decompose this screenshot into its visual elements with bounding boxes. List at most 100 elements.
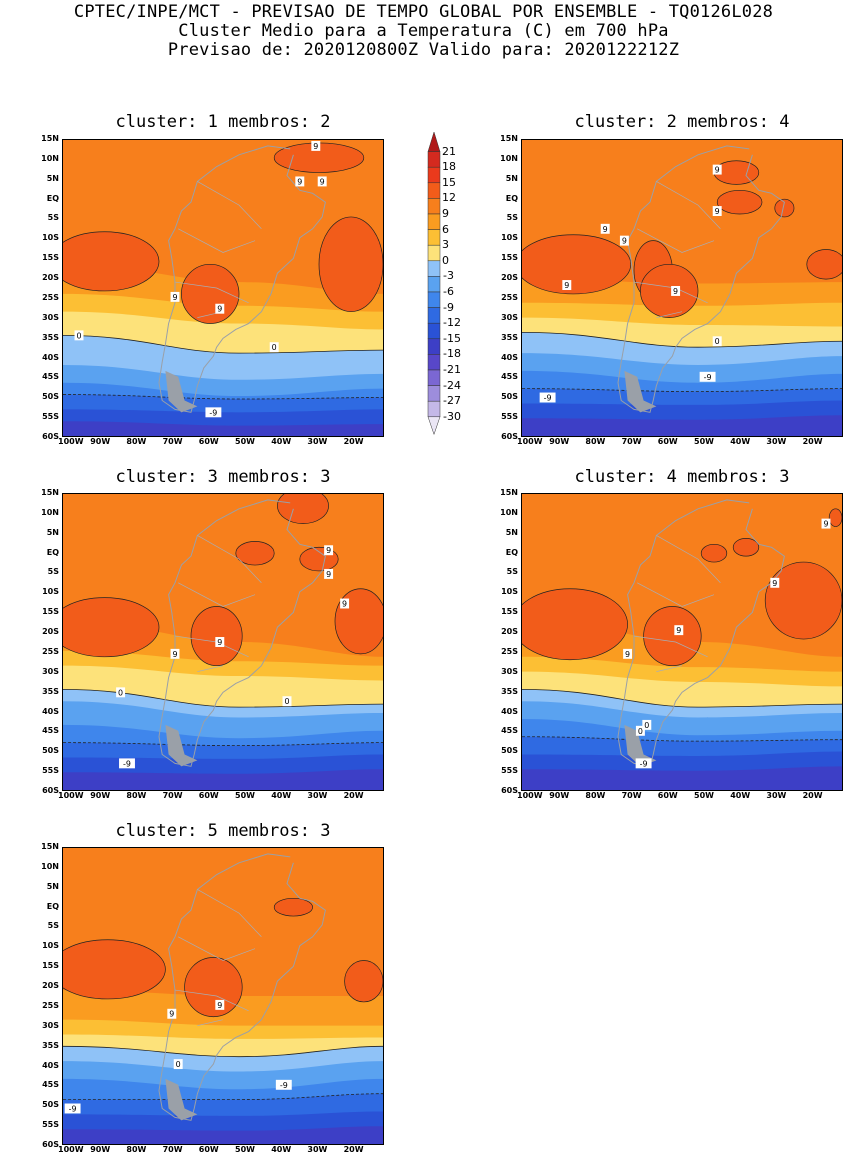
contour-label: 0 <box>712 336 722 346</box>
lon-tick-label: 30W <box>766 437 787 446</box>
contour-label: 9 <box>674 625 684 635</box>
lat-tick-label: 50S <box>501 746 518 756</box>
coastline <box>158 853 326 1121</box>
colorbar-swatch <box>427 132 441 152</box>
lat-tick-label: 45S <box>42 372 59 382</box>
contour-label-text: -9 <box>123 759 131 768</box>
contour-0 <box>522 688 842 708</box>
lon-tick-label: 40W <box>730 437 751 446</box>
contour-label-text: 9 <box>217 638 222 647</box>
lat-tick-label: 5N <box>46 527 59 537</box>
country-border <box>197 889 262 938</box>
colorbar-swatch <box>427 213 441 230</box>
colorbar-label: 9 <box>442 207 449 220</box>
coastline <box>617 145 785 413</box>
colorbar-label: -27 <box>443 394 461 408</box>
lat-tick-label: 60S <box>501 432 518 441</box>
lat-tick-label: 50S <box>42 1100 59 1110</box>
panel-5-title: cluster: 5 membros: 3 <box>115 821 331 841</box>
lon-tick-label: 50W <box>235 791 255 800</box>
warm-region-above-9 <box>522 234 632 295</box>
lat-tick-label: 55S <box>501 766 518 776</box>
contour-label-text: 9 <box>715 166 720 175</box>
contour-label: 9 <box>619 235 629 246</box>
warm-region-above-9 <box>277 494 329 524</box>
lat-tick-label: 45S <box>501 372 518 382</box>
lat-tick-label: EQ <box>46 547 59 557</box>
lat-tick-label: 5S <box>506 213 518 223</box>
panel-5-map: 9 9 0 -9 -9 <box>62 847 384 1145</box>
country-border <box>197 1019 224 1026</box>
contour-label-text: 9 <box>715 207 720 216</box>
temperature-band <box>522 766 842 790</box>
lat-tick-label: 5N <box>46 881 59 891</box>
patagonia-land <box>165 1078 198 1121</box>
warm-region-above-9 <box>774 198 795 218</box>
lat-tick-label: 5S <box>47 567 59 577</box>
country-border <box>656 535 721 584</box>
colorbar-label: -30 <box>443 409 461 423</box>
contour-label-text: 9 <box>297 177 302 186</box>
lat-tick-label: 15N <box>41 488 59 497</box>
lon-tick-label: 20W <box>343 1145 364 1154</box>
lon-tick-label: 80W <box>126 1145 147 1154</box>
warm-region-above-9 <box>344 960 383 1003</box>
lat-tick-label: 15S <box>42 253 59 263</box>
lon-tick-label: 70W <box>621 437 642 446</box>
contour-label-text: 0 <box>644 721 649 730</box>
lat-tick-label: 35S <box>42 686 59 696</box>
contour-label-text: 9 <box>326 546 331 555</box>
lon-tick-label: 30W <box>307 791 328 800</box>
colorbar-label: -15 <box>443 331 461 345</box>
lat-tick-label: 50S <box>42 392 59 402</box>
lat-tick-label: 5N <box>505 527 518 537</box>
colorbar-label: 3 <box>442 238 449 252</box>
lon-tick-label: 20W <box>802 437 823 446</box>
contour-label-text: 9 <box>342 600 347 609</box>
contour-label-text: 9 <box>603 225 608 234</box>
contour-label: 9 <box>170 291 180 302</box>
country-border <box>197 665 224 672</box>
warm-region-above-9 <box>190 606 243 667</box>
lat-tick-label: 20S <box>42 627 59 637</box>
country-border <box>178 228 256 253</box>
contour-minus-9 <box>63 394 383 400</box>
lat-tick-label: 20S <box>501 627 518 637</box>
lat-tick-label: 10N <box>41 507 59 517</box>
lat-tick-label: 5N <box>505 173 518 183</box>
lon-tick-label: 100W <box>517 791 543 800</box>
lat-tick-label: 15S <box>501 253 518 263</box>
lon-tick-label: 20W <box>802 791 823 800</box>
contour-label: 0 <box>642 719 652 730</box>
contour-label-text: 9 <box>320 177 325 186</box>
lat-tick-label: 55S <box>42 412 59 422</box>
lon-tick-label: 50W <box>235 1145 255 1154</box>
warm-region-above-9 <box>181 263 240 324</box>
contour-label-text: 0 <box>284 697 289 706</box>
contour-label: 9 <box>311 140 321 151</box>
lat-tick-label: 45S <box>501 726 518 736</box>
country-border <box>656 665 683 672</box>
contour-label: 0 <box>74 330 84 340</box>
lat-tick-label: 25S <box>42 292 59 302</box>
contour-label: 0 <box>282 696 292 706</box>
colorbar-label: -12 <box>443 316 461 330</box>
lat-tick-label: 10N <box>500 153 518 163</box>
lon-tick-label: 90W <box>90 437 111 446</box>
lat-tick-label: 15N <box>500 134 518 143</box>
panel-1-title: cluster: 1 membros: 2 <box>115 112 331 132</box>
warm-region-above-9 <box>334 588 383 655</box>
warm-region-above-9 <box>184 957 243 1018</box>
warm-region-above-9 <box>63 231 160 292</box>
contour-label: 9 <box>712 206 722 216</box>
lat-tick-label: 60S <box>42 786 59 795</box>
country-border <box>197 535 262 584</box>
colorbar-swatch <box>427 307 441 324</box>
lon-tick-label: 30W <box>766 791 787 800</box>
lat-tick-label: 50S <box>42 746 59 756</box>
panel-4-map: 9 9 9 9 0 0 -9 <box>521 493 843 791</box>
lon-tick-label: 50W <box>694 791 714 800</box>
colorbar-label: -6 <box>443 285 454 298</box>
contour-0 <box>63 334 383 354</box>
lon-tick-label: 40W <box>271 437 292 446</box>
